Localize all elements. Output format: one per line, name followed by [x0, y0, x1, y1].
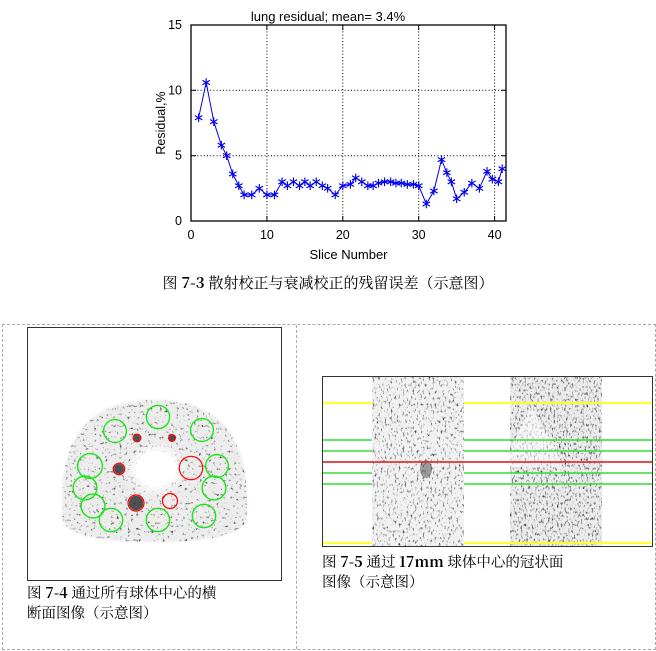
svg-text:15: 15: [168, 18, 182, 32]
svg-text:5: 5: [175, 149, 182, 163]
svg-text:Residual,%: Residual,%: [154, 91, 168, 154]
svg-text:Slice Number: Slice Number: [309, 247, 388, 262]
svg-text:10: 10: [260, 228, 274, 242]
svg-text:10: 10: [168, 83, 182, 97]
svg-text:0: 0: [188, 228, 195, 242]
svg-text:30: 30: [412, 228, 426, 242]
svg-text:40: 40: [488, 228, 502, 242]
svg-text:20: 20: [336, 228, 350, 242]
svg-text:0: 0: [175, 214, 182, 228]
